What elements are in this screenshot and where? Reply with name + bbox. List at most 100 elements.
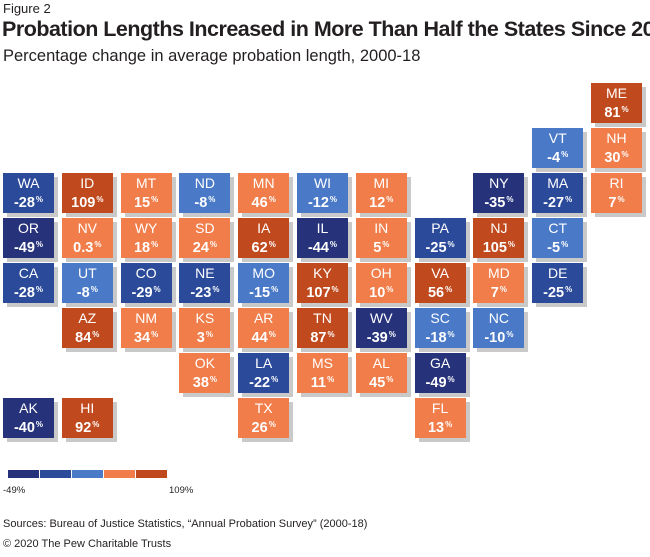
state-value: -23% <box>179 281 230 302</box>
state-value: -28% <box>3 281 54 302</box>
state-tile-hi: HI 92% <box>61 398 113 438</box>
state-value: 107% <box>297 281 348 302</box>
state-tile-mi: MI 12% <box>355 173 407 213</box>
percent-sign: % <box>92 330 100 339</box>
state-value-number: -12 <box>307 195 329 211</box>
state-tile-ne: NE -23% <box>179 263 231 303</box>
state-value: 26% <box>238 416 289 437</box>
state-abbr: OH <box>370 265 392 281</box>
state-value: -35% <box>473 191 524 212</box>
state-value: 13% <box>415 416 466 437</box>
state-abbr: AL <box>372 355 390 371</box>
state-value-number: -5 <box>547 240 561 256</box>
percent-sign: % <box>447 375 455 384</box>
state-abbr: ID <box>80 175 95 191</box>
state-value: 7% <box>591 191 642 212</box>
state-abbr: MI <box>373 175 390 191</box>
percent-sign: % <box>447 240 455 249</box>
state-tile-de: DE -25% <box>532 263 584 303</box>
state-tile-ct: CT -5% <box>532 218 584 258</box>
state-tile-vt: VT -4% <box>532 128 584 168</box>
state-tile-wy: WY 18% <box>120 218 172 258</box>
state-value-number: -28 <box>13 285 35 301</box>
state-value: -49% <box>415 371 466 392</box>
legend-swatch <box>8 470 39 478</box>
percent-sign: % <box>35 420 44 429</box>
state-tile-nv: NV 0.3% <box>61 218 113 258</box>
state-value: 45% <box>356 371 407 392</box>
state-value: 15% <box>121 191 172 212</box>
state-abbr: IA <box>257 220 271 236</box>
state-value-number: 81 <box>604 105 621 121</box>
state-value-number: 46 <box>251 195 268 211</box>
state-value-number: 105 <box>482 240 507 256</box>
state-tile-az: AZ 84% <box>61 308 113 348</box>
state-tile-nh: NH 30% <box>591 128 642 168</box>
state-value: 11% <box>297 371 348 392</box>
percent-sign: % <box>35 195 44 204</box>
state-abbr: OK <box>194 355 215 371</box>
state-value-number: -8 <box>194 195 208 211</box>
state-tile-wa: WA -28% <box>3 173 54 213</box>
state-value: 24% <box>179 236 230 257</box>
state-value: 0.3% <box>62 236 113 257</box>
state-abbr: TX <box>254 400 273 416</box>
percent-sign: % <box>151 240 159 249</box>
state-tile-mo: MO -15% <box>238 263 290 303</box>
state-tile-tx: TX 26% <box>238 398 290 438</box>
state-value-number: 45 <box>369 375 386 391</box>
state-value: -10% <box>473 326 524 347</box>
state-value-number: 34 <box>133 330 151 346</box>
state-value: 10% <box>356 281 407 302</box>
state-tile-in: IN 5% <box>355 218 407 258</box>
percent-sign: % <box>386 375 394 384</box>
state-value: 7% <box>473 281 524 302</box>
copyright-note: © 2020 The Pew Charitable Trusts <box>3 538 172 550</box>
percent-sign: % <box>209 375 218 384</box>
percent-sign: % <box>565 195 573 204</box>
state-value: -28% <box>3 191 54 212</box>
chart-title: Probation Lengths Increased in More Than… <box>2 17 650 41</box>
state-tile-mt: MT 15% <box>120 173 172 213</box>
legend-swatch <box>40 470 71 478</box>
percent-sign: % <box>212 285 220 294</box>
percent-sign: % <box>151 330 159 339</box>
state-value-number: -39 <box>366 330 388 346</box>
state-tile-sc: SC -18% <box>414 308 466 348</box>
percent-sign: % <box>329 195 338 204</box>
state-tile-va: VA 56% <box>414 263 466 303</box>
state-value: 44% <box>238 326 289 347</box>
legend-max-label: 109% <box>169 485 194 496</box>
state-value-number: -28 <box>13 195 35 211</box>
state-tile-ar: AR 44% <box>238 308 290 348</box>
state-value-number: 0.3 <box>73 240 94 256</box>
state-value: 92% <box>62 416 113 437</box>
figure-label: Figure 2 <box>3 1 51 16</box>
state-tile-oh: OH 10% <box>355 263 407 303</box>
state-value: -39% <box>356 326 407 347</box>
state-value: -40% <box>3 416 54 437</box>
state-abbr: IN <box>374 220 389 236</box>
state-value-number: 107 <box>306 285 331 301</box>
percent-sign: % <box>507 240 516 249</box>
percent-sign: % <box>268 195 276 204</box>
state-value-number: 5 <box>373 240 382 256</box>
state-value-number: -8 <box>76 285 90 301</box>
state-value-number: 7 <box>490 285 499 301</box>
percent-sign: % <box>382 240 390 249</box>
state-abbr: ND <box>194 175 215 191</box>
state-tile-ia: IA 62% <box>238 218 290 258</box>
state-abbr: NV <box>77 220 98 236</box>
percent-sign: % <box>268 330 276 339</box>
state-tile-map: ME 81% VT -4% NH 30% WA -28% ID 109% MT 15% ND -8% MN 4… <box>3 83 642 438</box>
color-legend <box>8 470 168 478</box>
state-tile-me: ME 81% <box>591 83 642 123</box>
percent-sign: % <box>506 195 514 204</box>
state-value: 30% <box>591 146 642 167</box>
state-abbr: MT <box>135 175 157 191</box>
percent-sign: % <box>445 285 453 294</box>
percent-sign: % <box>565 285 573 294</box>
state-tile-id: ID 109% <box>61 173 113 213</box>
state-value: -8% <box>179 191 230 212</box>
state-value-number: 7 <box>608 195 617 211</box>
